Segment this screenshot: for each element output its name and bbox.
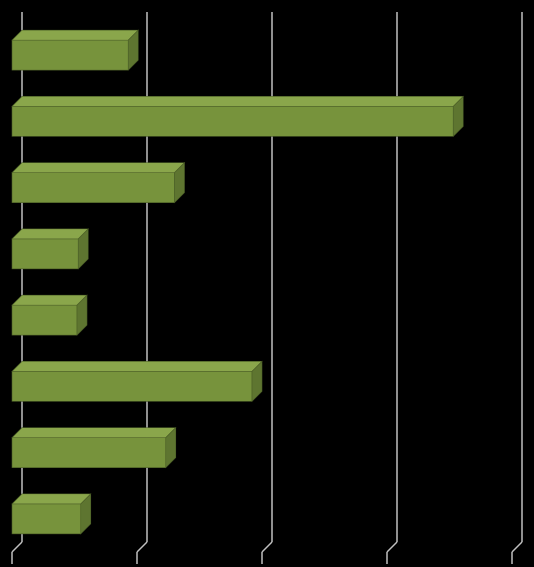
- bar-front: [12, 239, 78, 269]
- bar: [12, 494, 91, 534]
- gridline-foot: [262, 542, 272, 552]
- bar: [12, 361, 262, 401]
- bar-top: [12, 361, 262, 371]
- bar-top: [12, 30, 138, 40]
- bar-top: [12, 163, 185, 173]
- bar-top: [12, 295, 87, 305]
- gridlines: [12, 12, 522, 564]
- gridline-foot: [512, 542, 522, 552]
- gridline-foot: [387, 542, 397, 552]
- bar-front: [12, 438, 166, 468]
- bar: [12, 428, 176, 468]
- gridline-foot: [137, 542, 147, 552]
- bar-front: [12, 371, 252, 401]
- bar: [12, 295, 87, 335]
- bar: [12, 96, 463, 136]
- bar-front: [12, 504, 81, 534]
- bar-front: [12, 40, 128, 70]
- bar: [12, 30, 138, 70]
- bar-top: [12, 428, 176, 438]
- gridline-foot: [12, 542, 22, 552]
- bars: [12, 30, 463, 534]
- bar: [12, 163, 185, 203]
- bar-chart: [0, 0, 534, 567]
- bar-front: [12, 173, 175, 203]
- bar-top: [12, 229, 88, 239]
- bar-top: [12, 96, 463, 106]
- bar-top: [12, 494, 91, 504]
- bar: [12, 229, 88, 269]
- bar-front: [12, 305, 77, 335]
- bar-front: [12, 106, 453, 136]
